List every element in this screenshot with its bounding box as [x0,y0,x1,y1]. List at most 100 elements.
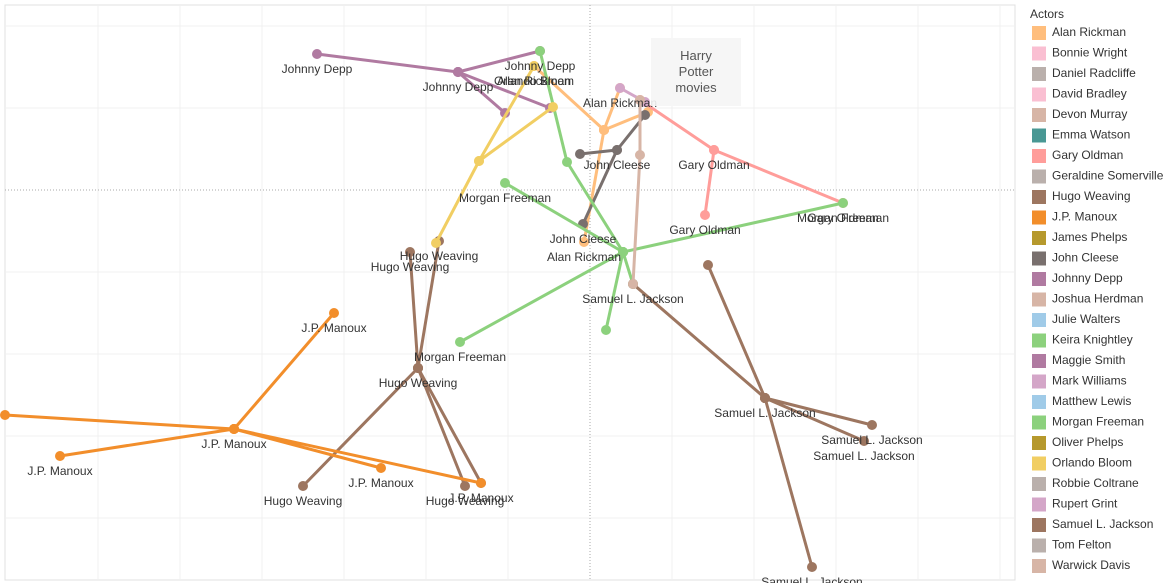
legend-label: Geraldine Somerville [1052,169,1164,183]
legend-swatch [1032,538,1046,553]
point [635,95,645,105]
point-label: J.P. Manoux [27,464,92,478]
point-label: Alan Rickman [547,250,621,264]
point [838,198,848,208]
point-label: J.P. Manoux [348,476,413,490]
point [703,260,713,270]
legend-label: Oliver Phelps [1052,435,1123,449]
point [562,157,572,167]
legend-label: J.P. Manoux [1052,210,1117,224]
point [529,61,539,71]
legend-label: Warwick Davis [1052,558,1130,572]
legend-label: Joshua Herdman [1052,292,1143,306]
point [535,46,545,56]
legend-swatch [1032,374,1046,389]
point-label: Samuel L. Jackson [821,433,922,447]
point [709,145,719,155]
point-label: Morgan Freeman [459,191,551,205]
legend-label: Orlando Bloom [1052,456,1132,470]
point [460,481,470,491]
point-label: Hugo Weaving [379,376,458,390]
point-label: Johnny Depp [505,59,576,73]
point [329,308,339,318]
legend-label: Rupert Grint [1052,497,1118,511]
legend-swatch [1032,436,1046,450]
legend-label: Daniel Radcliffe [1052,66,1136,80]
point [55,451,65,461]
legend-label: James Phelps [1052,230,1127,244]
legend-label: Samuel L. Jackson [1052,517,1153,531]
legend-swatch [1032,292,1046,307]
point [760,393,770,403]
point [615,83,625,93]
legend-label: Alan Rickman [1052,25,1126,39]
legend-label: Devon Murray [1052,107,1127,121]
point [229,424,239,434]
legend-swatch [1032,354,1046,368]
point-label: Samuel L. Jackson [582,292,683,306]
point [579,237,589,247]
legend-swatch [1032,128,1046,143]
point [867,420,877,430]
legend-label: Julie Walters [1052,312,1120,326]
point [413,363,423,373]
point-label: Hugo Weaving [371,260,450,274]
point [807,562,817,572]
legend-swatch [1032,251,1046,266]
legend-label: Gary Oldman [1052,148,1123,162]
point-label: Morgan Freeman [414,350,506,364]
point [474,156,484,166]
point [500,178,510,188]
legend-swatch [1032,415,1046,430]
point [859,436,869,446]
point-label: Samuel L. Jackson [714,406,815,420]
point [635,150,645,160]
legend-swatch [1032,559,1046,573]
point-label: J.P. Manoux [301,321,366,335]
point [599,125,609,135]
legend-swatch [1032,190,1046,204]
legend-swatch [1032,231,1046,245]
point-label: Orlando Bloom [494,74,574,88]
annotation: Harry Potter movies [651,38,741,106]
point-label: Alan Rickman [497,74,571,88]
legend-label: Hugo Weaving [1052,189,1131,203]
legend-swatch [1032,149,1046,163]
legend-swatch [1032,333,1046,348]
legend-swatch [1032,518,1046,532]
point-label: Gary Oldman [669,223,740,237]
legend-label: John Cleese [1052,251,1119,265]
point-label: Johnny Depp [282,62,353,76]
legend-label: Matthew Lewis [1052,394,1131,408]
point-label: Hugo Weaving [426,494,505,508]
legend-label: Johnny Depp [1052,271,1123,285]
series-line [3,312,482,485]
legend-label: David Bradley [1052,87,1127,101]
legend-swatch [1032,272,1046,286]
legend-label: Keira Knightley [1052,333,1133,347]
point [453,67,463,77]
point-label: J.P. Manoux [448,491,513,505]
legend-swatch [1032,46,1046,61]
legend-title: Actors [1030,7,1064,21]
point [700,210,710,220]
point-label: J.P. Manoux [201,437,266,451]
point [612,145,622,155]
point [431,238,441,248]
legend-label: Maggie Smith [1052,353,1125,367]
point-label: Gary Oldman [807,211,878,225]
point-label: Samuel L. Jackson [813,449,914,463]
point-label: Hugo Weaving [400,249,479,263]
point [548,102,558,112]
legend-label: Mark Williams [1052,374,1127,388]
point [312,49,322,59]
plot-frame [4,4,1016,581]
legend-label: Morgan Freeman [1052,415,1144,429]
legend-label: Tom Felton [1052,538,1111,552]
legend-swatch [1032,26,1046,40]
point [476,478,486,488]
point [298,481,308,491]
point [628,279,638,289]
